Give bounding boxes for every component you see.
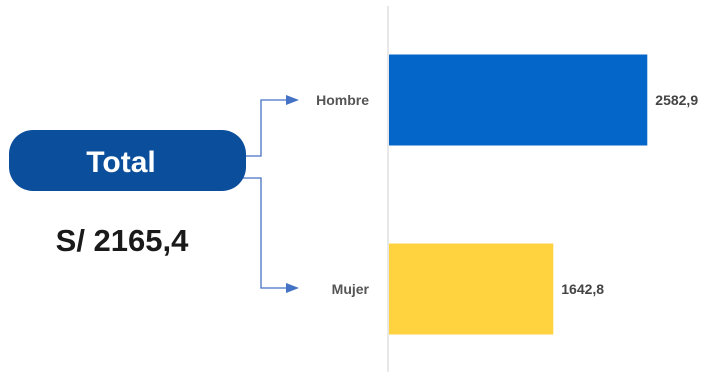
bar-hombre — [389, 54, 648, 146]
category-label-hombre: Hombre — [316, 92, 369, 108]
value-label-hombre: 2582,9 — [655, 92, 698, 108]
bar-mujer — [389, 243, 554, 335]
bar-series: Hombre 2582,9 Mujer 1642,8 — [316, 54, 698, 335]
total-pill-shape — [9, 130, 246, 191]
connector-mujer — [232, 177, 287, 289]
value-label-mujer: 1642,8 — [561, 281, 604, 297]
total-label: Total — [86, 146, 155, 179]
connector-hombre — [245, 99, 287, 157]
total-value: S/ 2165,4 — [56, 223, 189, 258]
bracket-connectors — [232, 95, 299, 293]
total-pill: Total — [9, 130, 246, 191]
category-label-mujer: Mujer — [332, 281, 370, 297]
arrowhead-mujer — [286, 283, 299, 293]
arrowhead-hombre — [286, 95, 299, 105]
